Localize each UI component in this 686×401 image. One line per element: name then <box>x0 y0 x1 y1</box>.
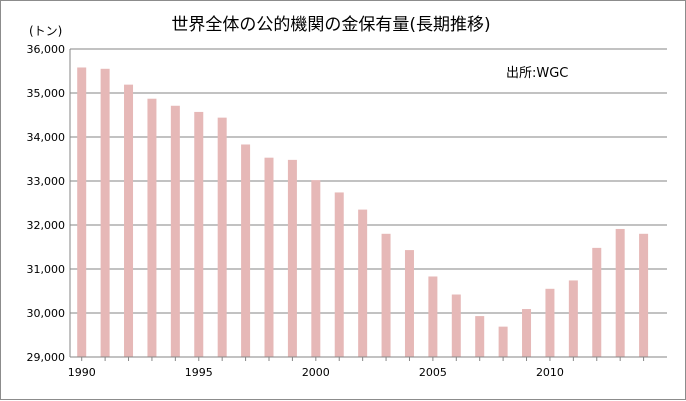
y-tick-label: 29,000 <box>27 351 66 364</box>
x-tick-label: 1990 <box>68 366 96 379</box>
bar-1996 <box>217 117 227 357</box>
bar-1997 <box>241 144 251 357</box>
y-tick-label: 33,000 <box>27 175 66 188</box>
bar-1992 <box>124 84 134 357</box>
unit-label: (トン) <box>29 24 62 38</box>
bar-1990 <box>77 67 87 357</box>
bar-2003 <box>381 233 391 357</box>
bar-2004 <box>404 250 414 357</box>
bar-2002 <box>358 209 368 357</box>
bar-2010 <box>545 288 555 357</box>
bars <box>77 67 649 358</box>
bar-1994 <box>170 105 180 357</box>
bar-2000 <box>311 180 321 357</box>
x-tick-label: 2005 <box>419 366 447 379</box>
bar-1991 <box>100 68 110 358</box>
bar-2001 <box>334 192 344 357</box>
bar-1995 <box>194 111 204 357</box>
y-tick-label: 30,000 <box>27 307 66 320</box>
bar-2013 <box>615 228 625 357</box>
bar-1999 <box>287 159 297 357</box>
y-tick-label: 34,000 <box>27 131 66 144</box>
bar-2012 <box>592 247 602 357</box>
bar-2007 <box>475 316 485 357</box>
bar-1998 <box>264 157 274 357</box>
x-tick-label: 1995 <box>185 366 213 379</box>
y-tick-label: 32,000 <box>27 219 66 232</box>
gridlines <box>70 48 667 314</box>
bar-1993 <box>147 98 157 357</box>
source-note: 出所:WGC <box>506 66 568 81</box>
x-tick-label: 2010 <box>536 366 564 379</box>
bar-2009 <box>522 309 532 357</box>
y-tick-label: 36,000 <box>27 43 66 56</box>
x-axis-ticks: 1990 1995 2000 2005 2010 <box>68 357 645 379</box>
bar-2005 <box>428 276 438 357</box>
chart-title: 世界全体の公的機関の金保有量(長期推移) <box>171 15 490 35</box>
x-tick-label: 2000 <box>302 366 330 379</box>
bar-2008 <box>498 326 508 357</box>
y-axis-ticks: 29,000 30,000 31,000 32,000 33,000 34,000 35,0… <box>27 43 66 364</box>
bar-2006 <box>451 294 461 357</box>
bar-2011 <box>568 280 578 357</box>
axes <box>69 49 667 358</box>
bar-2014 <box>639 233 649 357</box>
y-tick-label: 35,000 <box>27 87 66 100</box>
y-tick-label: 31,000 <box>27 263 66 276</box>
